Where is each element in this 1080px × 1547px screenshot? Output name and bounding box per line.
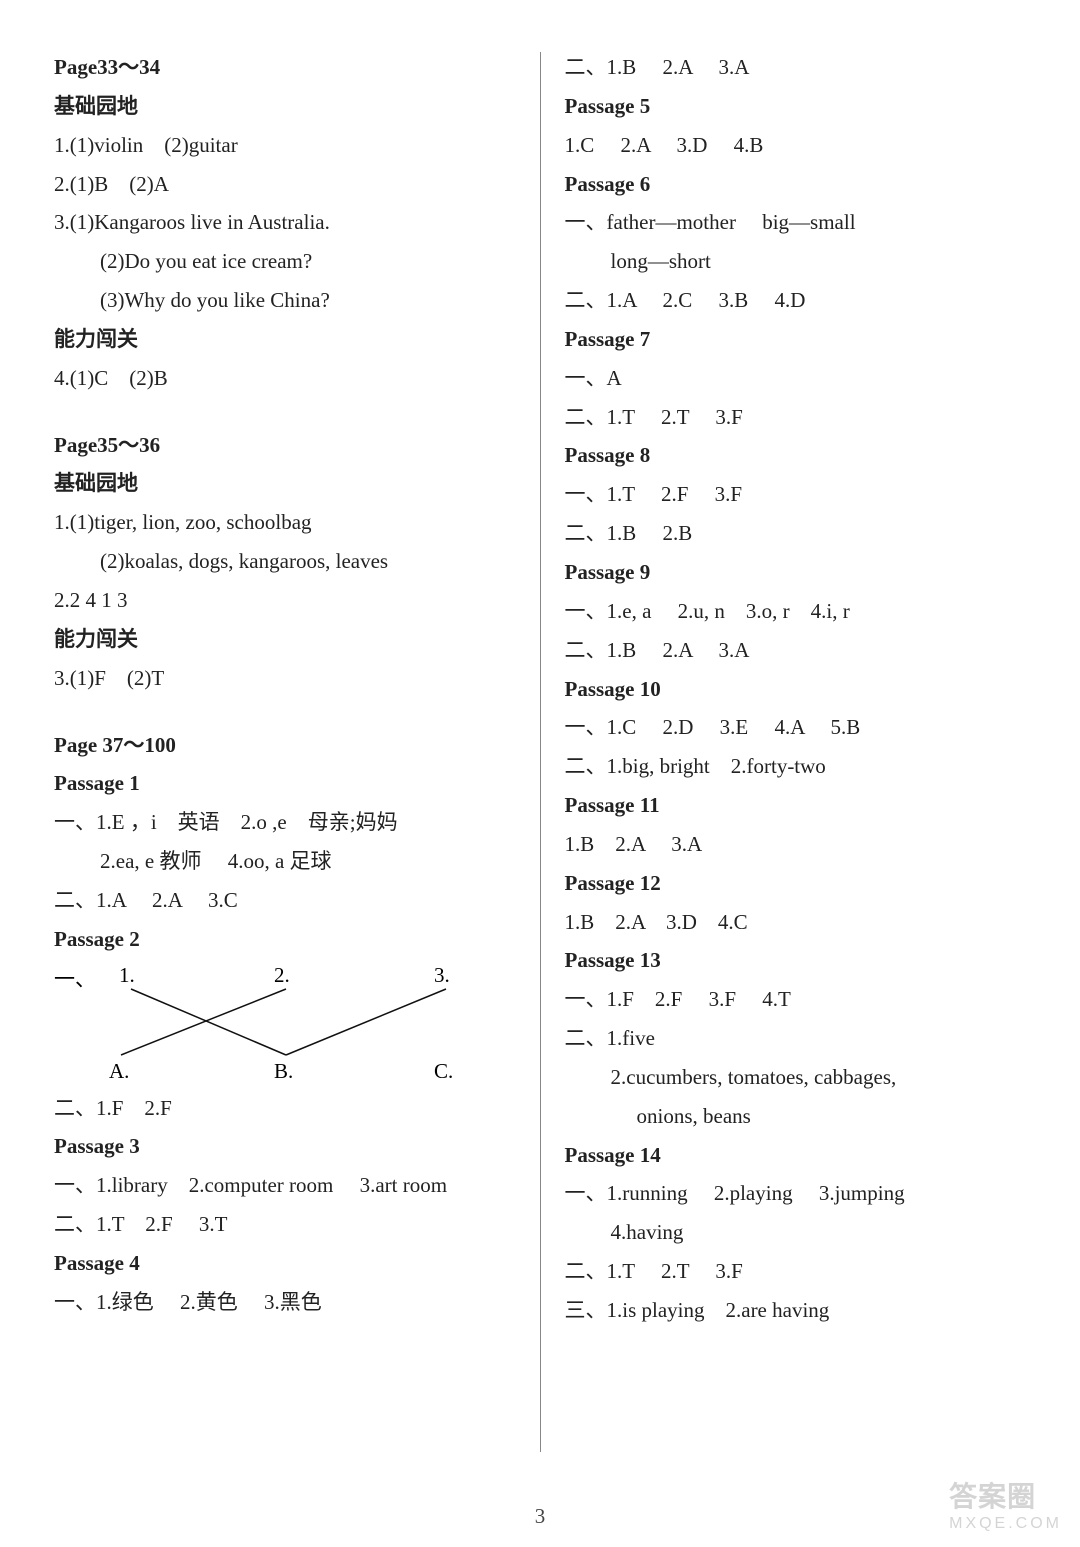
answer-line: (2)Do you eat ice cream?: [54, 242, 516, 281]
passage-heading: Passage 8: [565, 436, 1027, 475]
passage-heading: Passage 3: [54, 1127, 516, 1166]
answer-line: 一、1.e, a 2.u, n 3.o, r 4.i, r: [565, 592, 1027, 631]
passage-heading: Passage 13: [565, 941, 1027, 980]
answer-line: 1.C 2.A 3.D 4.B: [565, 126, 1027, 165]
watermark-sub: MXQE.COM: [949, 1515, 1062, 1533]
answer-line: 3.(1)Kangaroos live in Australia.: [54, 203, 516, 242]
passage-heading: Passage 10: [565, 670, 1027, 709]
answer-line: 二、1.B 2.A 3.A: [565, 631, 1027, 670]
page-number: 3: [0, 1504, 1080, 1529]
passage-heading: Passage 1: [54, 764, 516, 803]
passage-heading: Passage 7: [565, 320, 1027, 359]
section-title: Page 37～100: [54, 726, 516, 765]
passage-heading: Passage 6: [565, 165, 1027, 204]
answer-line: 2.ea, e 教师 4.oo, a 足球: [54, 842, 516, 881]
answer-line: 1.B 2.A 3.D 4.C: [565, 903, 1027, 942]
answer-line: 二、1.T 2.T 3.F: [565, 398, 1027, 437]
left-column: Page33～34 基础园地 1.(1)violin (2)guitar 2.(…: [30, 48, 540, 1452]
section-title: Page33～34: [54, 48, 516, 87]
answer-line: 一、father—mother big—small: [565, 203, 1027, 242]
passage-heading: Passage 2: [54, 920, 516, 959]
answer-line: 2.cucumbers, tomatoes, cabbages,: [565, 1058, 1027, 1097]
answer-line: 一、1.E ，i 英语 2.o ,e 母亲;妈妈: [54, 803, 516, 842]
match-lines: [54, 963, 494, 1083]
subsection-title: 能力闯关: [54, 320, 516, 359]
passage-heading: Passage 11: [565, 786, 1027, 825]
answer-line: 一、1.F 2.F 3.F 4.T: [565, 980, 1027, 1019]
answer-line: 4.having: [565, 1213, 1027, 1252]
subsection-title: 基础园地: [54, 87, 516, 126]
answer-line: 二、1.B 2.B: [565, 514, 1027, 553]
watermark-main: 答案圈: [949, 1481, 1036, 1512]
passage-heading: Passage 12: [565, 864, 1027, 903]
answer-line: 二、1.A 2.A 3.C: [54, 881, 516, 920]
answer-line: 2.2 4 1 3: [54, 581, 516, 620]
answer-line: 1.(1)tiger, lion, zoo, schoolbag: [54, 503, 516, 542]
answer-line: 三、1.is playing 2.are having: [565, 1291, 1027, 1330]
section-title: Page35～36: [54, 426, 516, 465]
subsection-title: 基础园地: [54, 464, 516, 503]
answer-line: (3)Why do you like China?: [54, 281, 516, 320]
answer-line: 二、1.T 2.F 3.T: [54, 1205, 516, 1244]
answer-line: 二、1.T 2.T 3.F: [565, 1252, 1027, 1291]
answer-line: 一、1.C 2.D 3.E 4.A 5.B: [565, 708, 1027, 747]
answer-line: 二、1.A 2.C 3.B 4.D: [565, 281, 1027, 320]
matching-diagram: 一、1.2.3.A.B.C.: [54, 963, 516, 1083]
answer-line: (2)koalas, dogs, kangaroos, leaves: [54, 542, 516, 581]
answer-line: onions, beans: [565, 1097, 1027, 1136]
answer-line: 二、1.B 2.A 3.A: [565, 48, 1027, 87]
watermark: 答案圈 MXQE.COM: [949, 1475, 1062, 1533]
answer-line: 一、1.绿色 2.黄色 3.黑色: [54, 1283, 516, 1322]
passage-heading: Passage 5: [565, 87, 1027, 126]
page: Page33～34 基础园地 1.(1)violin (2)guitar 2.(…: [0, 0, 1080, 1482]
answer-line: 一、1.library 2.computer room 3.art room: [54, 1166, 516, 1205]
answer-line: 一、1.T 2.F 3.F: [565, 475, 1027, 514]
passage-heading: Passage 14: [565, 1136, 1027, 1175]
passage-heading: Passage 9: [565, 553, 1027, 592]
answer-line: long—short: [565, 242, 1027, 281]
answer-line: 一、A: [565, 359, 1027, 398]
subsection-title: 能力闯关: [54, 620, 516, 659]
answer-line: 2.(1)B (2)A: [54, 165, 516, 204]
answer-line: 3.(1)F (2)T: [54, 659, 516, 698]
answer-line: 4.(1)C (2)B: [54, 359, 516, 398]
answer-line: 1.(1)violin (2)guitar: [54, 126, 516, 165]
answer-line: 二、1.big, bright 2.forty-two: [565, 747, 1027, 786]
answer-line: 二、1.five: [565, 1019, 1027, 1058]
right-column: 二、1.B 2.A 3.A Passage 5 1.C 2.A 3.D 4.B …: [541, 48, 1051, 1452]
answer-line: 1.B 2.A 3.A: [565, 825, 1027, 864]
answer-line: 二、1.F 2.F: [54, 1089, 516, 1128]
answer-line: 一、1.running 2.playing 3.jumping: [565, 1174, 1027, 1213]
passage-heading: Passage 4: [54, 1244, 516, 1283]
